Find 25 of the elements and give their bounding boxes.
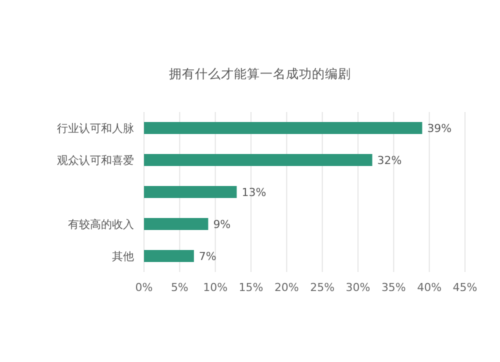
bar — [144, 154, 372, 166]
x-tick-label: 25% — [310, 281, 335, 294]
bar — [144, 122, 422, 134]
x-tick-label: 40% — [417, 281, 442, 294]
chart-title: 拥有什么才能算一名成功的编剧 — [169, 66, 351, 81]
bar — [144, 250, 194, 262]
bar — [144, 186, 237, 198]
data-label: 13% — [242, 186, 266, 199]
x-tick-label: 15% — [238, 281, 264, 294]
x-tick-label: 20% — [274, 281, 299, 294]
data-label: 7% — [198, 250, 216, 263]
x-tick-label: 10% — [203, 281, 228, 294]
x-tick-label: 45% — [452, 281, 478, 294]
y-tick-label: 其他 — [112, 250, 134, 263]
y-tick-label: 有较高的收入 — [68, 218, 134, 231]
bar — [144, 218, 208, 230]
data-label: 32% — [377, 154, 402, 167]
data-label: 9% — [213, 218, 231, 231]
y-tick-label: 行业认可和人脉 — [57, 122, 134, 135]
x-tick-label: 30% — [346, 281, 370, 294]
x-tick-label: 5% — [170, 281, 188, 294]
x-tick-label: 35% — [381, 281, 406, 294]
data-label: 39% — [427, 122, 452, 135]
x-tick-label: 0% — [135, 281, 153, 294]
y-tick-label: 观众认可和喜爱 — [57, 154, 134, 167]
